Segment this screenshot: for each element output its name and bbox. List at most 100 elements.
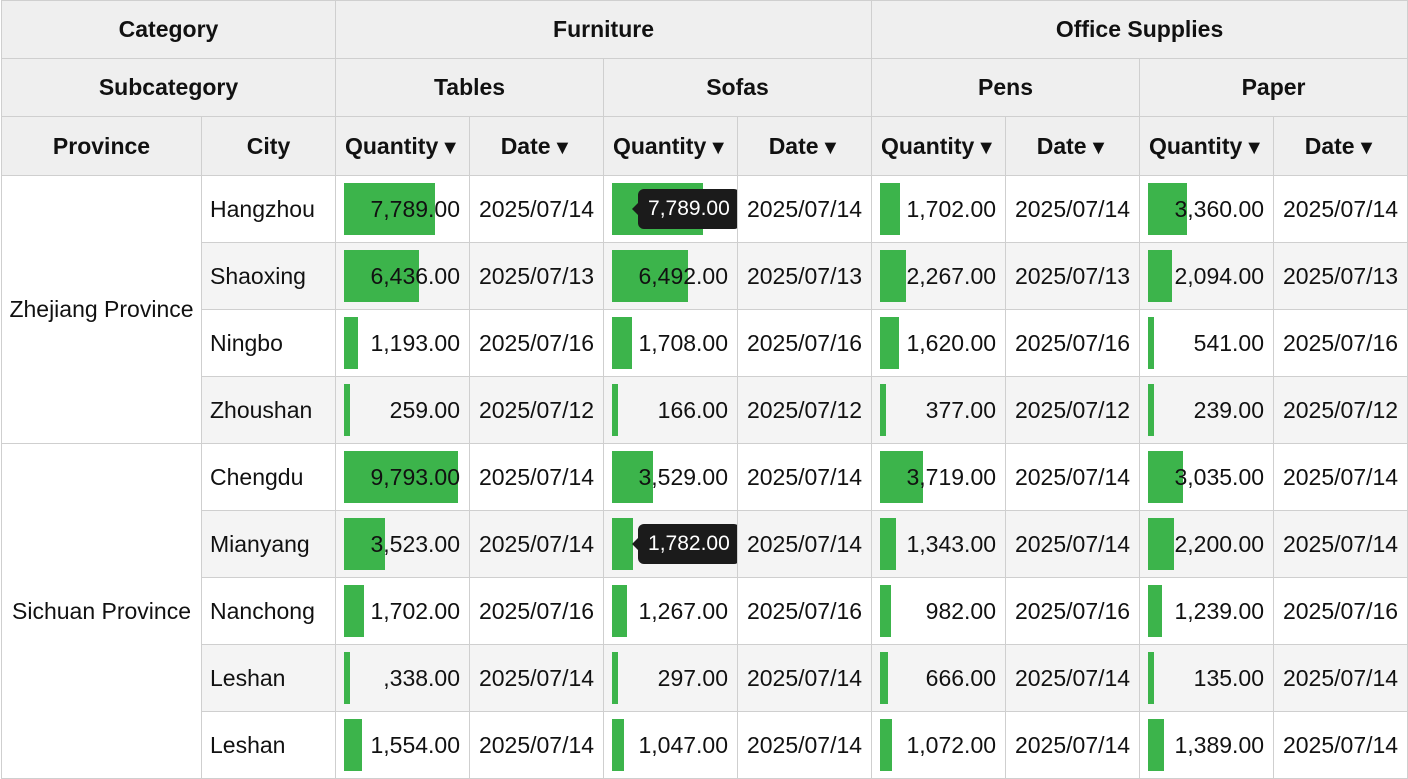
sofas-quantity-cell[interactable]: 6,492.00 — [603, 242, 739, 310]
tables-date-cell[interactable]: 2025/07/14 — [469, 644, 605, 712]
paper-quantity-cell[interactable]: 1,389.00 — [1139, 711, 1275, 779]
tables-date-cell[interactable]: 2025/07/13 — [469, 242, 605, 310]
tables-quantity-header[interactable]: Quantity ▼ — [335, 116, 471, 176]
pens-date-cell[interactable]: 2025/07/14 — [1005, 510, 1141, 578]
tables-date-cell[interactable]: 2025/07/14 — [469, 711, 605, 779]
paper-quantity-header[interactable]: Quantity ▼ — [1139, 116, 1275, 176]
sofas-date-cell[interactable]: 2025/07/14 — [737, 644, 873, 712]
sofas-date-cell[interactable]: 2025/07/14 — [737, 510, 873, 578]
tables-quantity-cell[interactable]: 1,193.00 — [335, 309, 471, 377]
sort-down-icon[interactable]: ▼ — [440, 136, 461, 159]
sort-down-icon[interactable]: ▼ — [552, 136, 573, 159]
paper-quantity-cell[interactable]: 239.00 — [1139, 376, 1275, 444]
tables-date-cell[interactable]: 2025/07/14 — [469, 510, 605, 578]
category-office-supplies-header[interactable]: Office Supplies — [871, 0, 1408, 59]
paper-date-cell[interactable]: 2025/07/12 — [1273, 376, 1408, 444]
tables-quantity-cell[interactable]: ,338.00 — [335, 644, 471, 712]
tables-quantity-cell[interactable]: 6,436.00 — [335, 242, 471, 310]
sofas-date-cell[interactable]: 2025/07/14 — [737, 711, 873, 779]
tables-quantity-cell[interactable]: 1,702.00 — [335, 577, 471, 645]
tables-date-cell[interactable]: 2025/07/14 — [469, 175, 605, 243]
paper-date-cell[interactable]: 2025/07/14 — [1273, 644, 1408, 712]
paper-date-cell[interactable]: 2025/07/14 — [1273, 175, 1408, 243]
pens-quantity-cell[interactable]: 1,620.00 — [871, 309, 1007, 377]
sofas-quantity-cell[interactable]: 3,529.00 — [603, 443, 739, 511]
paper-quantity-cell[interactable]: 2,200.00 — [1139, 510, 1275, 578]
sofas-date-cell[interactable]: 2025/07/16 — [737, 309, 873, 377]
paper-quantity-cell[interactable]: 3,035.00 — [1139, 443, 1275, 511]
pens-quantity-header[interactable]: Quantity ▼ — [871, 116, 1007, 176]
tables-date-cell[interactable]: 2025/07/14 — [469, 443, 605, 511]
pens-quantity-cell[interactable]: 377.00 — [871, 376, 1007, 444]
sofas-quantity-cell[interactable]: 1,047.00 — [603, 711, 739, 779]
pens-date-cell[interactable]: 2025/07/14 — [1005, 175, 1141, 243]
city-cell[interactable]: Mianyang — [200, 510, 337, 578]
paper-quantity-cell[interactable]: 3,360.00 — [1139, 175, 1275, 243]
pens-date-cell[interactable]: 2025/07/16 — [1005, 309, 1141, 377]
sofas-date-cell[interactable]: 2025/07/16 — [737, 577, 873, 645]
city-cell[interactable]: Nanchong — [200, 577, 337, 645]
sort-down-icon[interactable]: ▼ — [708, 136, 729, 159]
province-cell[interactable]: Zhejiang Province — [1, 175, 202, 444]
sofas-date-cell[interactable]: 2025/07/12 — [737, 376, 873, 444]
sofas-date-cell[interactable]: 2025/07/14 — [737, 175, 873, 243]
paper-date-cell[interactable]: 2025/07/14 — [1273, 510, 1408, 578]
sofas-quantity-cell[interactable]: 1,708.00 — [603, 309, 739, 377]
sofas-quantity-header[interactable]: Quantity ▼ — [603, 116, 739, 176]
subcategory-sofas-header[interactable]: Sofas — [603, 58, 873, 117]
paper-quantity-cell[interactable]: 1,239.00 — [1139, 577, 1275, 645]
subcategory-tables-header[interactable]: Tables — [335, 58, 605, 117]
sofas-date-cell[interactable]: 2025/07/13 — [737, 242, 873, 310]
pens-quantity-cell[interactable]: 2,267.00 — [871, 242, 1007, 310]
tables-date-cell[interactable]: 2025/07/16 — [469, 309, 605, 377]
tables-quantity-cell[interactable]: 3,523.00 — [335, 510, 471, 578]
subcategory-paper-header[interactable]: Paper — [1139, 58, 1408, 117]
paper-date-header[interactable]: Date ▼ — [1273, 116, 1408, 176]
pens-quantity-cell[interactable]: 666.00 — [871, 644, 1007, 712]
province-cell[interactable]: Sichuan Province — [1, 443, 202, 779]
paper-quantity-cell[interactable]: 2,094.00 — [1139, 242, 1275, 310]
sort-down-icon[interactable]: ▼ — [1244, 136, 1265, 159]
sofas-date-header[interactable]: Date ▼ — [737, 116, 873, 176]
sofas-quantity-cell[interactable]: 297.00 — [603, 644, 739, 712]
paper-date-cell[interactable]: 2025/07/16 — [1273, 577, 1408, 645]
tables-quantity-cell[interactable]: 7,789.00 — [335, 175, 471, 243]
paper-date-cell[interactable]: 2025/07/14 — [1273, 443, 1408, 511]
sofas-quantity-cell[interactable]: 1,267.00 — [603, 577, 739, 645]
sort-down-icon[interactable]: ▼ — [976, 136, 997, 159]
tables-quantity-cell[interactable]: 259.00 — [335, 376, 471, 444]
pens-date-cell[interactable]: 2025/07/12 — [1005, 376, 1141, 444]
pens-quantity-cell[interactable]: 1,072.00 — [871, 711, 1007, 779]
pens-date-cell[interactable]: 2025/07/14 — [1005, 644, 1141, 712]
city-cell[interactable]: Zhoushan — [200, 376, 337, 444]
city-cell[interactable]: Hangzhou — [200, 175, 337, 243]
tables-date-cell[interactable]: 2025/07/16 — [469, 577, 605, 645]
paper-date-cell[interactable]: 2025/07/13 — [1273, 242, 1408, 310]
sofas-quantity-cell[interactable]: 1,782.001,782.00 — [603, 510, 739, 578]
sort-down-icon[interactable]: ▼ — [1088, 136, 1109, 159]
pens-date-header[interactable]: Date ▼ — [1005, 116, 1141, 176]
pens-quantity-cell[interactable]: 1,702.00 — [871, 175, 1007, 243]
city-cell[interactable]: Leshan — [200, 644, 337, 712]
paper-quantity-cell[interactable]: 541.00 — [1139, 309, 1275, 377]
pens-quantity-cell[interactable]: 3,719.00 — [871, 443, 1007, 511]
city-cell[interactable]: Shaoxing — [200, 242, 337, 310]
pens-date-cell[interactable]: 2025/07/16 — [1005, 577, 1141, 645]
sofas-date-cell[interactable]: 2025/07/14 — [737, 443, 873, 511]
sofas-quantity-cell[interactable]: 166.00 — [603, 376, 739, 444]
sort-down-icon[interactable]: ▼ — [1356, 136, 1377, 159]
pens-date-cell[interactable]: 2025/07/13 — [1005, 242, 1141, 310]
tables-date-header[interactable]: Date ▼ — [469, 116, 605, 176]
city-cell[interactable]: Leshan — [200, 711, 337, 779]
city-cell[interactable]: Chengdu — [200, 443, 337, 511]
subcategory-pens-header[interactable]: Pens — [871, 58, 1141, 117]
city-cell[interactable]: Ningbo — [200, 309, 337, 377]
paper-date-cell[interactable]: 2025/07/14 — [1273, 711, 1408, 779]
paper-date-cell[interactable]: 2025/07/16 — [1273, 309, 1408, 377]
sofas-quantity-cell[interactable]: 7,789.007,789.00 — [603, 175, 739, 243]
pens-quantity-cell[interactable]: 1,343.00 — [871, 510, 1007, 578]
category-furniture-header[interactable]: Furniture — [335, 0, 873, 59]
pens-date-cell[interactable]: 2025/07/14 — [1005, 443, 1141, 511]
pens-quantity-cell[interactable]: 982.00 — [871, 577, 1007, 645]
pens-date-cell[interactable]: 2025/07/14 — [1005, 711, 1141, 779]
